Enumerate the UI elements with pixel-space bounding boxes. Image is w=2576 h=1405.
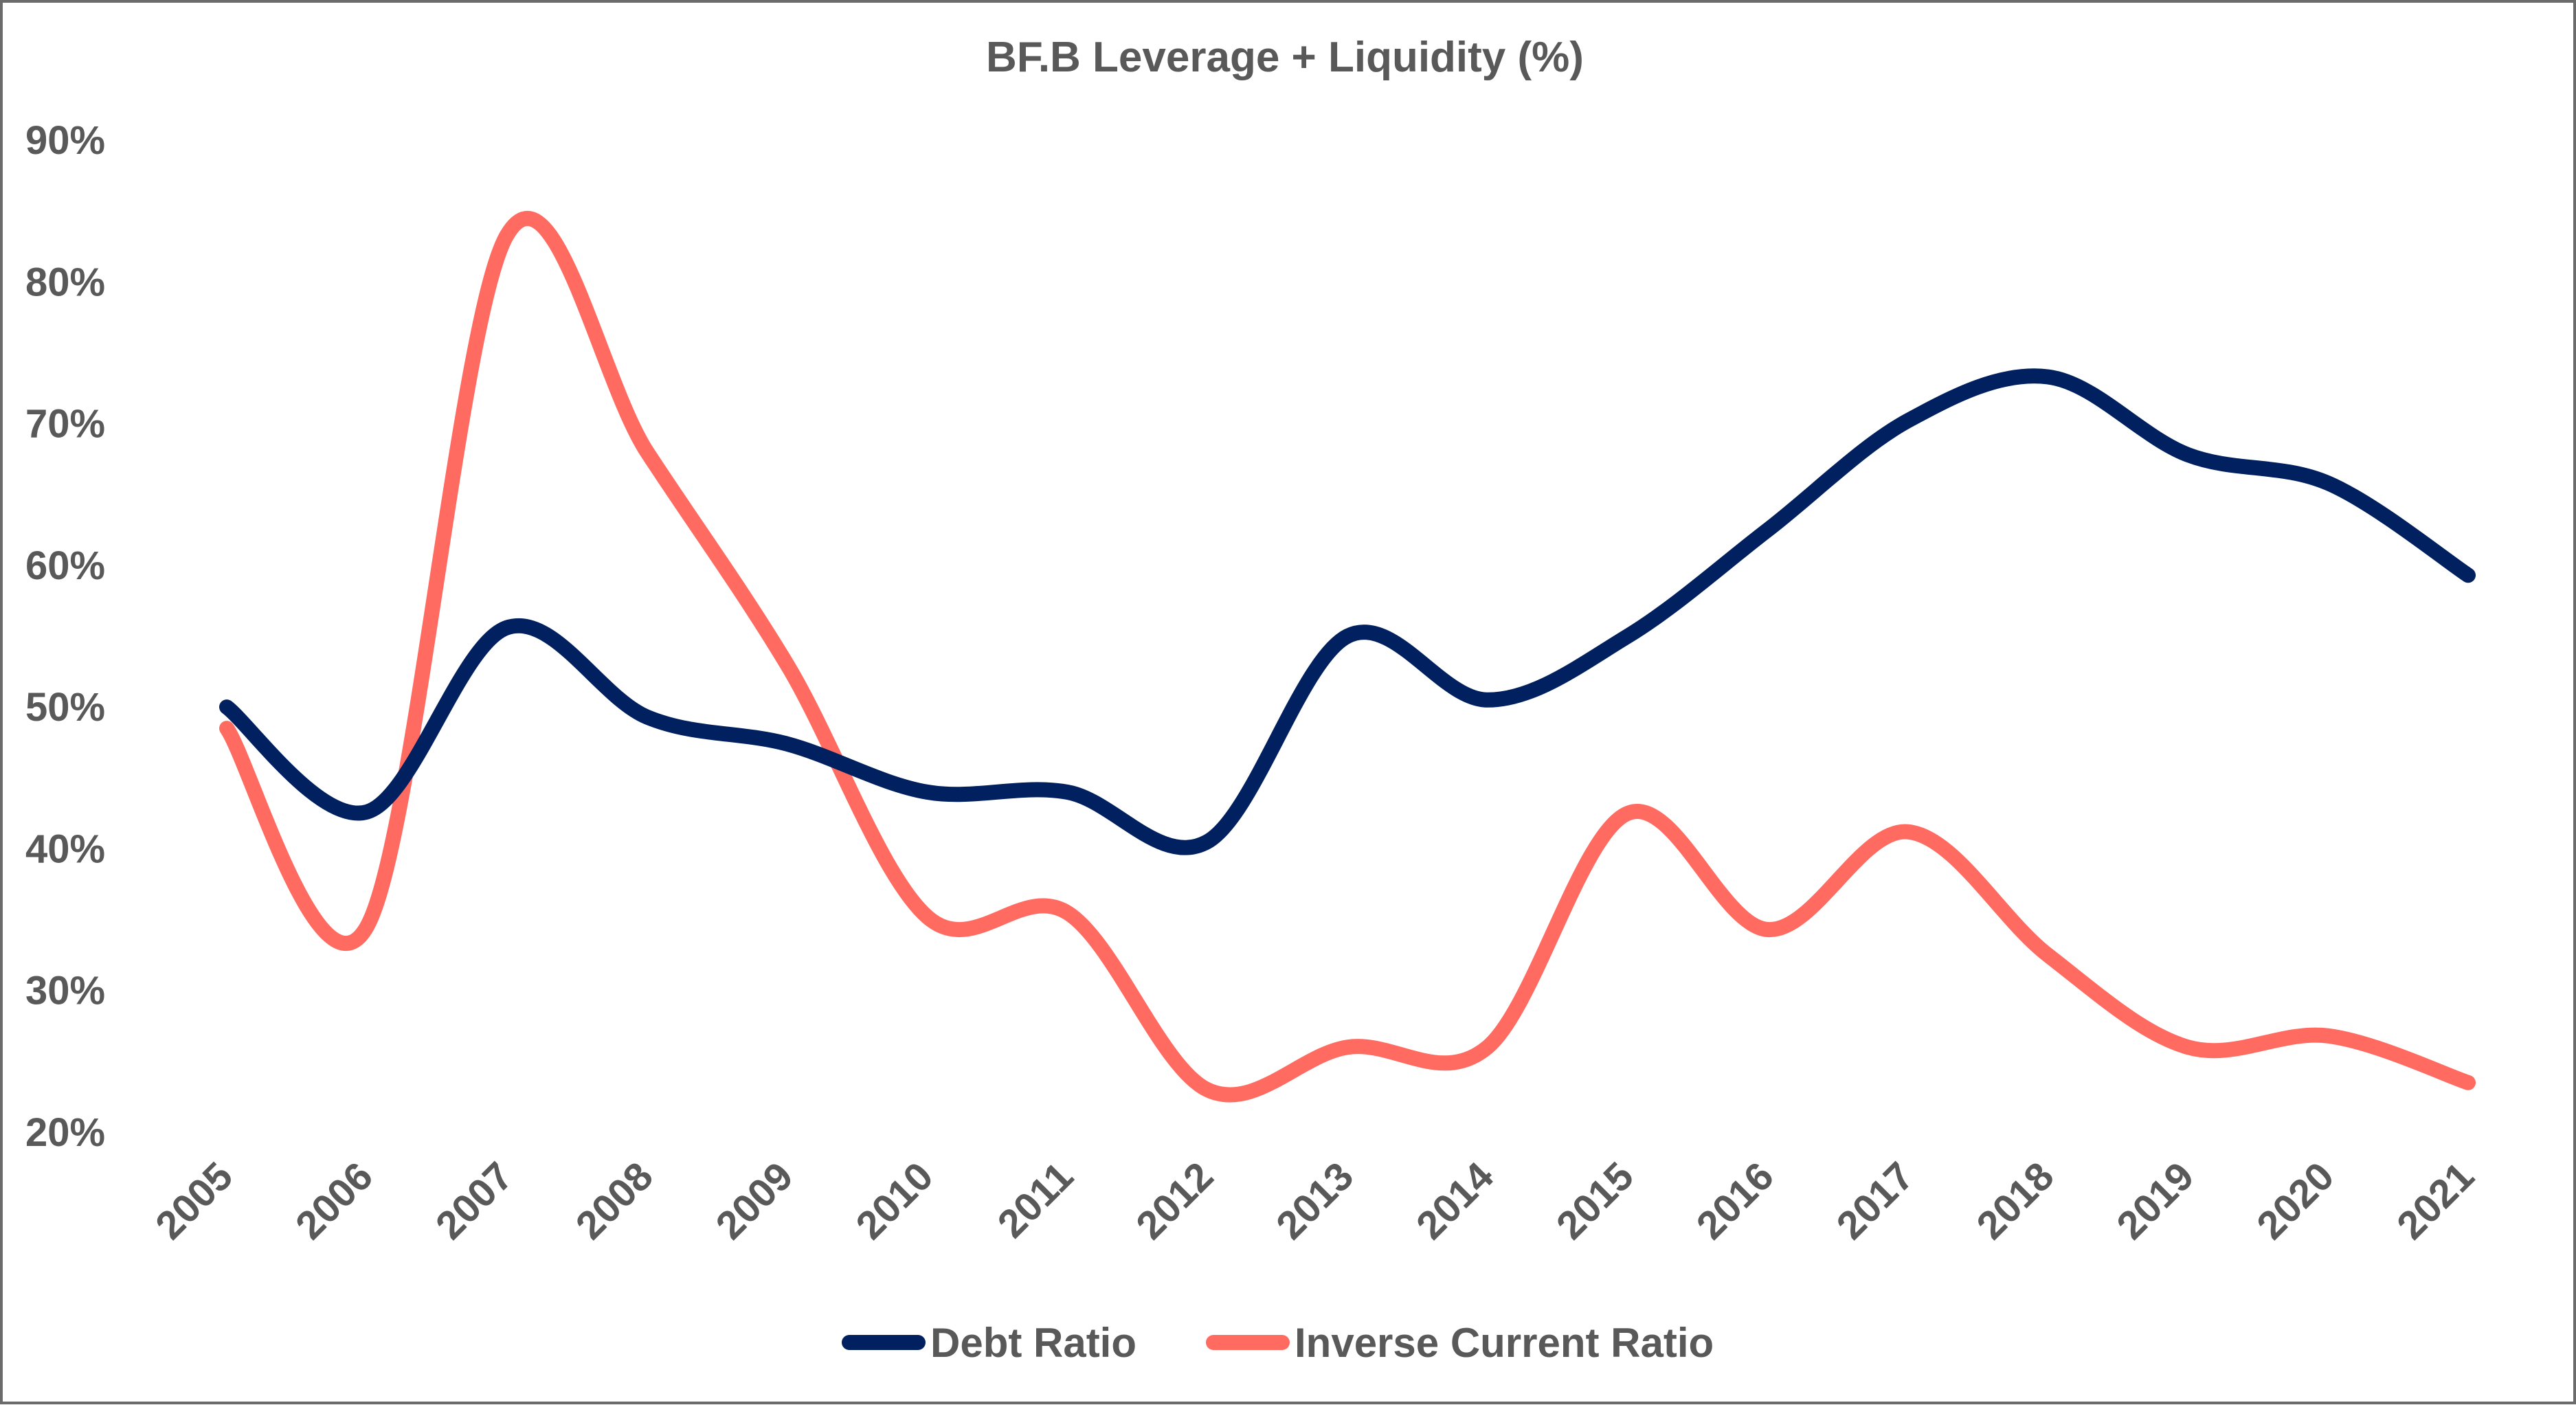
x-tick-label: 2018 (1968, 1154, 2062, 1248)
x-tick-label: 2010 (847, 1154, 941, 1248)
chart-title: BF.B Leverage + Liquidity (%) (986, 34, 1584, 81)
x-tick-label: 2006 (287, 1154, 381, 1248)
x-tick-label: 2011 (989, 1154, 1082, 1246)
x-tick-label: 2021 (2388, 1154, 2483, 1248)
x-tick-label: 2020 (2248, 1154, 2342, 1248)
y-tick-label: 30% (25, 969, 105, 1013)
y-tick-label: 80% (25, 260, 105, 304)
x-tick-label: 2005 (147, 1154, 241, 1248)
x-tick-label: 2017 (1828, 1154, 1922, 1248)
legend-label-inverse-current-ratio: Inverse Current Ratio (1295, 1320, 1714, 1366)
x-axis: 2005 2006 2007 2008 2009 2010 2011 2012 2013 2014… (147, 1154, 2483, 1248)
series-line-debt-ratio (219, 368, 2476, 855)
x-tick-label: 2012 (1128, 1154, 1222, 1248)
legend-label-debt-ratio: Debt Ratio (930, 1320, 1136, 1366)
x-tick-label: 2019 (2108, 1154, 2202, 1248)
y-tick-label: 40% (25, 827, 105, 871)
y-tick-label: 70% (25, 402, 105, 447)
x-tick-label: 2016 (1688, 1154, 1782, 1248)
y-tick-label: 20% (25, 1110, 105, 1155)
x-tick-label: 2007 (427, 1154, 522, 1248)
legend: Debt Ratio Inverse Current Ratio (842, 1320, 1714, 1366)
x-tick-label: 2009 (707, 1154, 801, 1248)
series-line-inverse-current-ratio (219, 211, 2476, 1103)
y-tick-label: 90% (25, 118, 105, 163)
x-tick-label: 2008 (568, 1154, 662, 1248)
y-tick-label: 50% (25, 685, 105, 730)
x-tick-label: 2015 (1548, 1154, 1642, 1248)
line-chart: BF.B Leverage + Liquidity (%) 20% 30% 40% 5… (25, 34, 2483, 1366)
x-tick-label: 2013 (1268, 1154, 1362, 1248)
x-tick-label: 2014 (1408, 1154, 1502, 1248)
series-layer (219, 211, 2476, 1103)
y-axis: 20% 30% 40% 50% 60% 70% 80% 90% (25, 118, 105, 1155)
y-tick-label: 60% (25, 543, 105, 588)
